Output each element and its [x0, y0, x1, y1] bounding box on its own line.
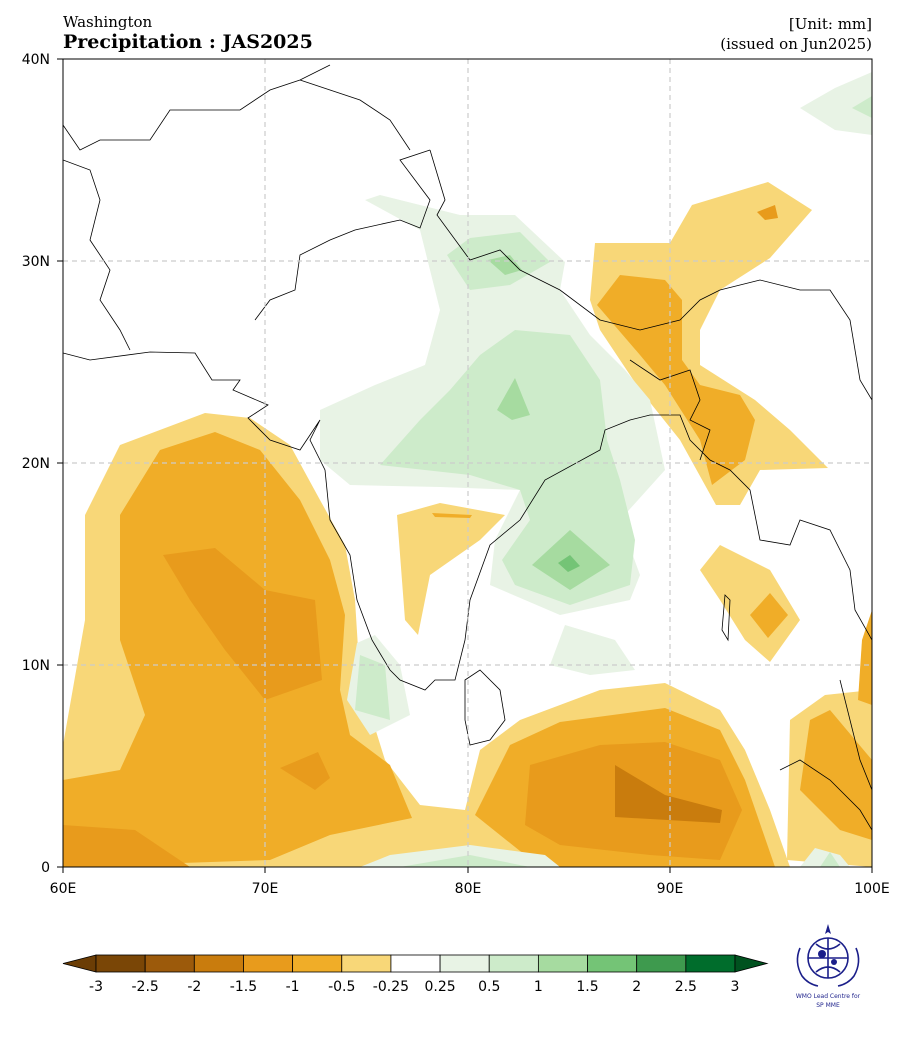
colorbar-cell	[685, 954, 736, 973]
dry-patch-deccan-core	[432, 513, 472, 518]
colorbar-cell	[390, 954, 441, 973]
lat-tick-label: 30N	[22, 254, 50, 270]
logo-text-line2: SP MME	[816, 1002, 840, 1009]
border-bangladesh	[629, 359, 711, 461]
colorbar-tick-label: -2.5	[131, 979, 158, 995]
coastline-sri-lanka	[464, 669, 506, 746]
agency-label: Washington	[63, 13, 153, 31]
wet-region-south-core	[400, 855, 530, 867]
wet-region-bay	[550, 625, 635, 675]
lon-tick-label: 80E	[455, 881, 482, 897]
colorbar-cell	[488, 954, 539, 973]
dry-northeast	[590, 182, 828, 505]
wet-region-central-core	[497, 378, 530, 420]
moderate-dry-northeast	[597, 275, 755, 485]
lat-tick-label: 0	[41, 860, 50, 876]
coastline-malay	[839, 679, 872, 791]
wet-region-andhra-core	[558, 555, 580, 572]
wet-region-north-east-core	[852, 96, 872, 118]
strong-dry-arabian-sea-2	[280, 752, 330, 790]
unit-label: [Unit: mm]	[788, 15, 872, 33]
lat-tick-label: 10N	[22, 658, 50, 674]
lon-tick-label: 90E	[657, 881, 684, 897]
lat-tick-labels: 0 10N 20N 30N 40N	[22, 52, 50, 876]
page-title: Precipitation : JAS2025	[63, 31, 313, 53]
colorbar-cell	[341, 954, 392, 973]
coastline-sumatra	[779, 759, 872, 831]
colorbar-cell	[636, 954, 687, 973]
dry-patch-deccan	[397, 503, 505, 635]
colorbar-tick-label: 3	[731, 979, 740, 995]
issued-label: (issued on Jun2025)	[720, 35, 872, 53]
colorbar-cells	[62, 954, 769, 973]
coastline-andaman	[721, 594, 731, 642]
colorbar-tick-label: 1	[534, 979, 543, 995]
severe-dry-bay-of-bengal	[615, 765, 722, 823]
dry-myanmar-south	[700, 545, 800, 662]
wmo-logo: WMO Lead Centre for SP MME	[796, 924, 861, 1009]
colorbar-tick-label: -1	[286, 979, 300, 995]
border-afghanistan	[63, 64, 331, 151]
colorbar-tick-label: -1.5	[230, 979, 257, 995]
colorbar-tick-label: -2	[187, 979, 201, 995]
colorbar-tick-label: -0.25	[373, 979, 409, 995]
colorbar-under-extension	[62, 954, 97, 973]
colorbar-cell	[193, 954, 244, 973]
wet-region-sumatra	[800, 848, 850, 867]
moderate-dry-sumatra	[800, 710, 872, 840]
wet-region-kerala-core	[355, 655, 390, 720]
colorbar-cell	[587, 954, 638, 973]
strong-dry-arabian-sea	[163, 548, 322, 700]
colorbar-tick-label: 2	[632, 979, 641, 995]
wet-region-north-east	[800, 72, 872, 135]
lon-tick-label: 70E	[252, 881, 279, 897]
coastlines	[63, 64, 872, 831]
wet-region-south	[360, 845, 560, 867]
colorbar-cell	[144, 954, 195, 973]
colorbar-tick-label: 0.25	[424, 979, 455, 995]
lon-tick-label: 100E	[854, 881, 890, 897]
axis-ticks	[57, 58, 873, 873]
colorbar-labels: -3 -2.5 -2 -1.5 -1 -0.5 -0.25 0.25 0.5 1 1.5 2 2.5 3	[89, 979, 739, 995]
colorbar-cell	[95, 954, 146, 973]
border-china	[299, 79, 411, 151]
colorbar-tick-label: 0.5	[478, 979, 500, 995]
colorbar-cell	[292, 954, 343, 973]
lat-tick-label: 40N	[22, 52, 50, 68]
strong-dry-southwest	[63, 825, 190, 867]
wet-region-himalaya-core	[488, 255, 522, 275]
colorbar-cell	[439, 954, 490, 973]
colorbar-tick-label: -3	[89, 979, 103, 995]
colorbar-tick-label: -0.5	[328, 979, 355, 995]
border-himalaya	[429, 149, 872, 401]
logo-text-line1: WMO Lead Centre for	[796, 993, 861, 1000]
colorbar-tick-label: 1.5	[576, 979, 598, 995]
border-iran	[63, 159, 131, 351]
anomaly-fields	[63, 72, 872, 867]
lon-tick-labels: 60E 70E 80E 90E 100E	[50, 881, 890, 897]
colorbar-cell	[537, 954, 588, 973]
border-pakistan	[254, 149, 431, 321]
lat-tick-label: 20N	[22, 456, 50, 472]
wet-region-sumatra-core	[820, 852, 840, 867]
lon-tick-label: 60E	[50, 881, 77, 897]
colorbar-tick-label: 2.5	[675, 979, 697, 995]
moderate-dry-myanmar-south	[750, 593, 788, 638]
coastline-india-west	[63, 351, 872, 691]
colorbar-over-extension	[734, 954, 769, 973]
colorbar-cell	[243, 954, 294, 973]
strong-dry-northeast	[757, 205, 778, 220]
